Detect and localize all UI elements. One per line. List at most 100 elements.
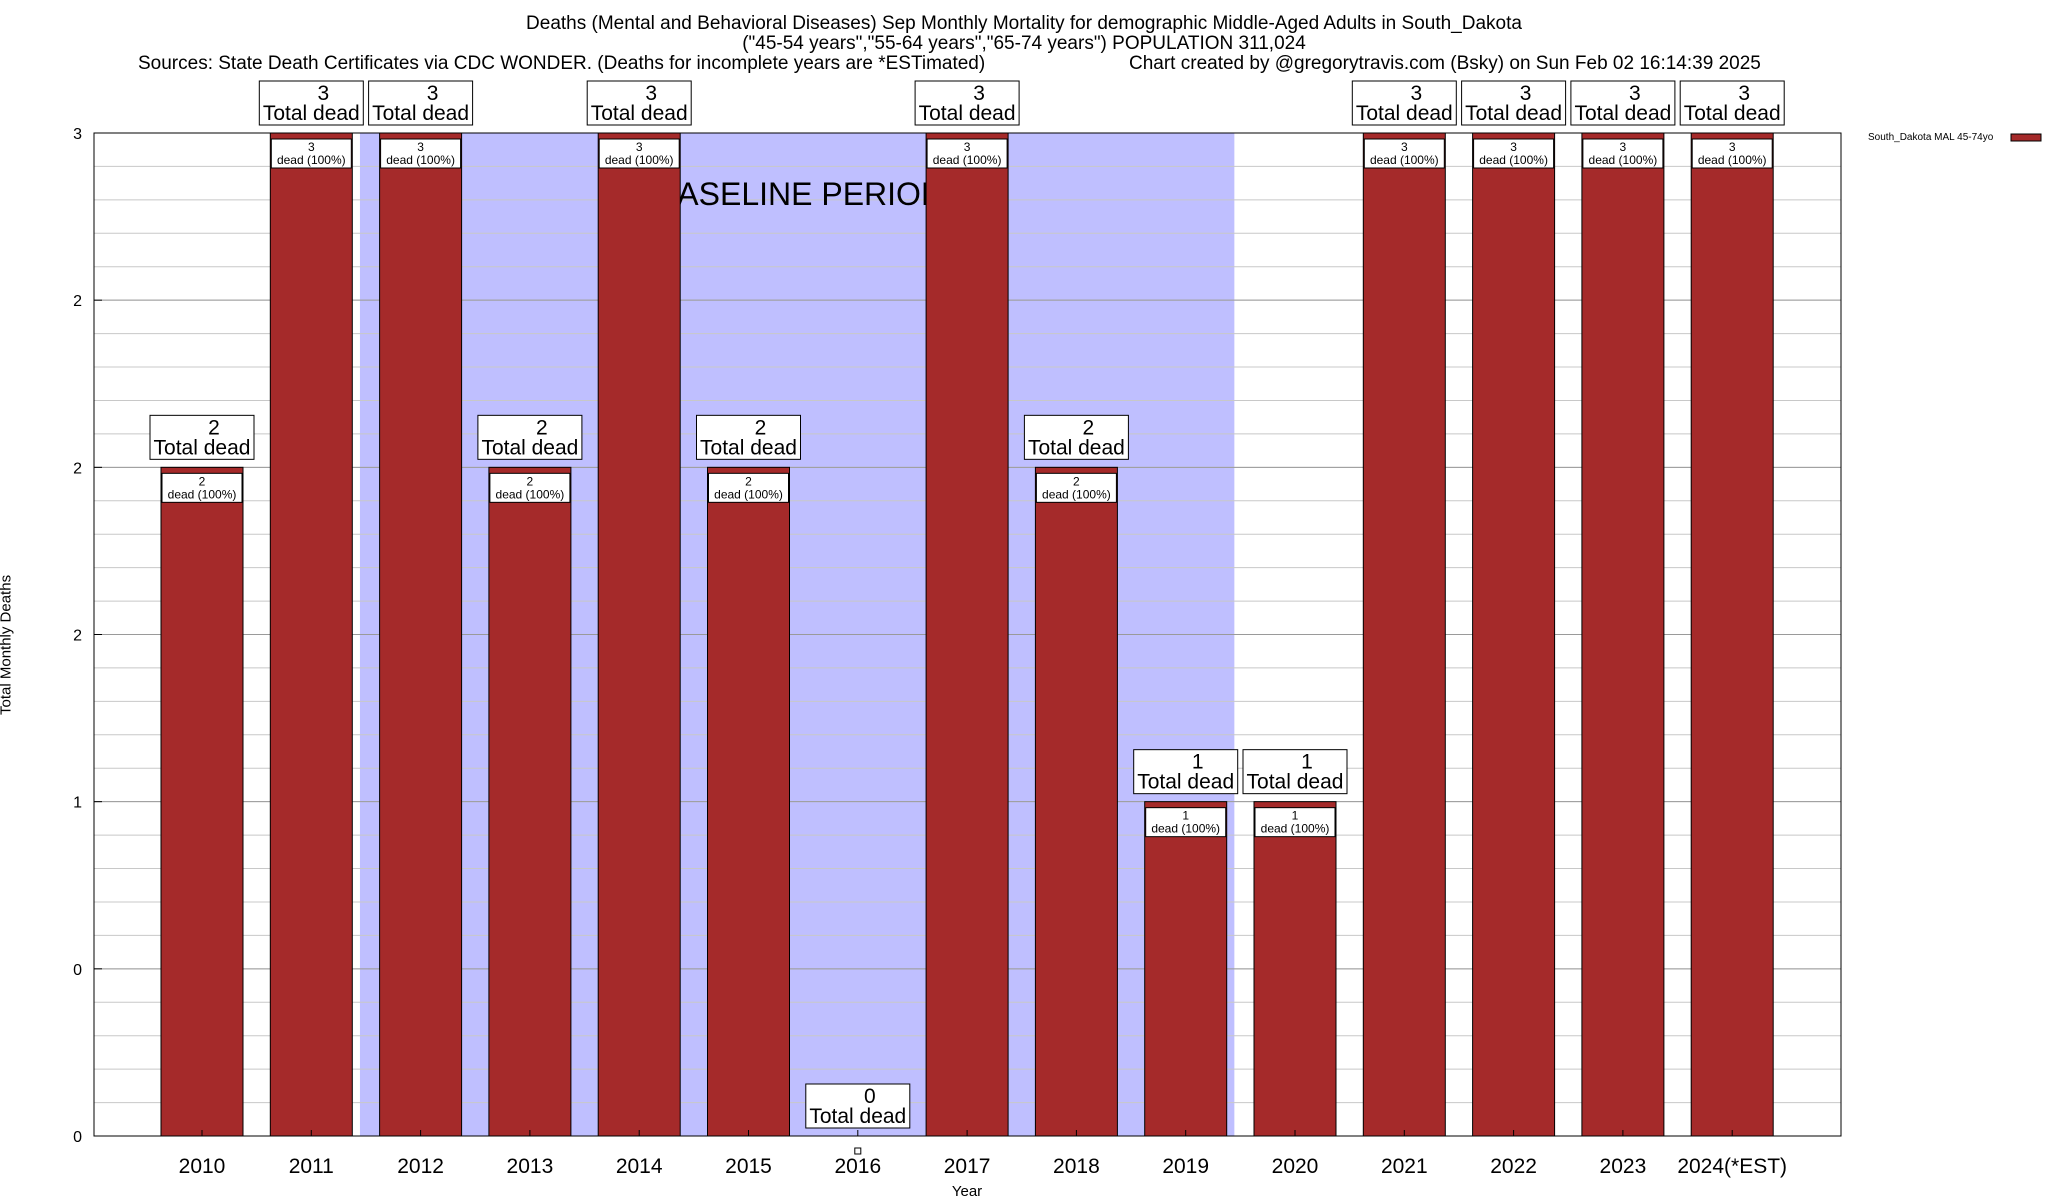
- bar-total-label: Total dead: [591, 102, 688, 125]
- bar-total-label-box: [1023, 414, 1129, 460]
- bar-inner-label-box: [708, 472, 789, 503]
- y-tick-label: 0: [73, 1129, 82, 1146]
- bar-total-label-box: [1461, 80, 1567, 126]
- bar-inner-label-box: [1035, 472, 1117, 503]
- bar-inner-label-box: [161, 472, 243, 503]
- bar-total-label: Total dead: [1247, 771, 1344, 794]
- bar-total-label-box: [696, 414, 801, 460]
- bar-inner-percent: dead (100%): [277, 153, 346, 167]
- bar-inner-label-box: [598, 138, 680, 169]
- bar-inner-label-box: [1473, 138, 1555, 169]
- bar-total-count: 1: [1192, 751, 1204, 774]
- x-tick-label: 2020: [1272, 1155, 1319, 1178]
- bar-total-label: Total dead: [809, 1105, 906, 1128]
- bar-inner-count: 3: [1729, 140, 1736, 154]
- y-tick-label: 0: [73, 962, 82, 979]
- plot-border: [93, 132, 1842, 1137]
- bar-inner-percent: dead (100%): [386, 153, 455, 167]
- bar-total-label-box: [258, 80, 364, 126]
- bar-total-label-box: [914, 80, 1020, 126]
- bar-total-label: Total dead: [263, 102, 360, 125]
- x-tick-label: 2018: [1053, 1155, 1100, 1178]
- bar-inner-count: 3: [1620, 140, 1627, 154]
- bar-total-label-box: [1242, 749, 1348, 795]
- bar-inner-percent: dead (100%): [714, 487, 783, 501]
- x-tick-label: 2011: [289, 1155, 334, 1178]
- bar: [160, 466, 244, 1137]
- bar-total-count: 2: [1083, 416, 1095, 439]
- bar-inner-label-box: [1363, 138, 1445, 169]
- bar-inner-percent: dead (100%): [496, 487, 565, 501]
- y-tick-label: 3: [73, 126, 82, 143]
- bar-total-count: 3: [1520, 82, 1532, 105]
- x-tick-label: 2021: [1381, 1155, 1428, 1178]
- bar: [269, 132, 353, 1137]
- bar-total-count: 3: [645, 82, 657, 105]
- y-tick-label: 2: [73, 460, 82, 477]
- bar-inner-count: 1: [1182, 809, 1189, 823]
- bar-total-label: Total dead: [481, 436, 578, 459]
- y-tick-label: 1: [73, 795, 82, 812]
- zero-marker: [854, 1147, 862, 1155]
- bar: [1253, 801, 1337, 1137]
- bar: [1144, 801, 1228, 1137]
- x-tick-label: 2012: [397, 1155, 444, 1178]
- bar-inner-count: 3: [964, 140, 971, 154]
- bar-total-label: Total dead: [1574, 102, 1671, 125]
- x-tick-label: 2017: [944, 1155, 991, 1178]
- y-tick-label: 2: [73, 293, 82, 310]
- bar-inner-percent: dead (100%): [1698, 153, 1767, 167]
- bar: [1581, 132, 1665, 1137]
- bar-total-label: Total dead: [919, 102, 1016, 125]
- x-tick-label: 2024(*EST): [1677, 1155, 1787, 1178]
- bar-inner-percent: dead (100%): [933, 153, 1002, 167]
- chart-title-line-2: ("45-54 years","55-64 years","65-74 year…: [742, 33, 1306, 54]
- bar-total-count: 3: [973, 82, 985, 105]
- bar-total-label: Total dead: [1684, 102, 1781, 125]
- bar-total-label-box: [368, 80, 474, 126]
- bar: [597, 132, 681, 1137]
- x-tick-label: 2016: [834, 1155, 881, 1178]
- bar-total-count: 2: [536, 416, 548, 439]
- bar: [379, 132, 463, 1137]
- bar-total-label-box: [149, 414, 255, 460]
- bar-total-count: 3: [1410, 82, 1422, 105]
- bar-inner-label-box: [489, 472, 571, 503]
- bar-inner-count: 1: [1292, 809, 1299, 823]
- bar-inner-count: 3: [636, 140, 643, 154]
- bar-total-label: Total dead: [1028, 436, 1125, 459]
- legend-label: South_Dakota MAL 45-74yo: [1868, 132, 1994, 143]
- x-tick-label: 2022: [1490, 1155, 1537, 1178]
- bar-inner-label-box: [380, 138, 462, 169]
- bar: [707, 466, 790, 1137]
- bar-inner-percent: dead (100%): [1370, 153, 1439, 167]
- bar-total-label-box: [1133, 749, 1239, 795]
- bar: [488, 466, 572, 1137]
- x-tick-label: 2010: [179, 1155, 226, 1178]
- x-axis-label: Year: [952, 1183, 982, 1200]
- chart-sources: Sources: State Death Certificates via CD…: [138, 53, 986, 74]
- bar-inner-count: 2: [199, 474, 206, 488]
- bar-total-label: Total dead: [1137, 771, 1234, 794]
- bar-total-count: 3: [1738, 82, 1750, 105]
- x-tick-label: 2015: [725, 1155, 772, 1178]
- bar-inner-count: 3: [1401, 140, 1408, 154]
- bar-total-label-box: [1570, 80, 1676, 126]
- bar-inner-label-box: [1582, 138, 1664, 169]
- x-tick-label: 2014: [616, 1155, 663, 1178]
- bar-inner-label-box: [270, 138, 352, 169]
- bar-total-label-box: [1679, 80, 1785, 126]
- bar-inner-count: 3: [417, 140, 424, 154]
- bar: [925, 132, 1009, 1137]
- bar-total-count: 3: [427, 82, 439, 105]
- bar-total-label: Total dead: [154, 436, 251, 459]
- bar-inner-count: 3: [308, 140, 315, 154]
- bar-inner-label-box: [926, 138, 1008, 169]
- x-tick-label: 2023: [1600, 1155, 1647, 1178]
- bar-total-label-box: [586, 80, 692, 126]
- bar-total-label: Total dead: [700, 436, 797, 459]
- bar-inner-label-box: [1254, 807, 1336, 838]
- bar-total-label-box: [805, 1083, 911, 1129]
- x-tick-label: 2019: [1162, 1155, 1209, 1178]
